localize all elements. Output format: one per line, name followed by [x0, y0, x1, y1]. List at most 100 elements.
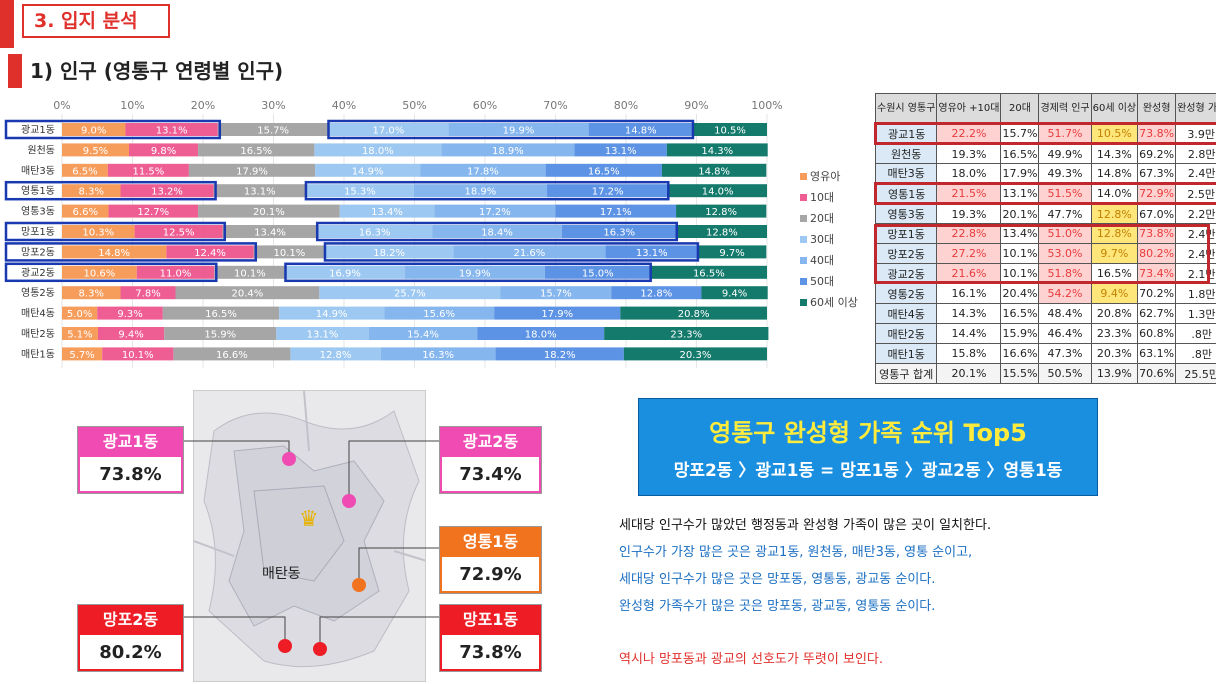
bar-segment — [315, 163, 421, 177]
table-cell: 19.3% — [936, 203, 1002, 224]
segment-value-label: 13.1% — [605, 146, 637, 157]
segment-value-label: 9.4% — [722, 289, 747, 300]
segment-value-label: 13.1% — [307, 330, 339, 341]
table-row: 매탄4동 14.3% 16.5% 48.4% 20.8% 62.7% 1.3만 — [874, 303, 1216, 324]
bar-segment — [668, 184, 767, 198]
table-cell: 51.5% — [1038, 182, 1092, 205]
highlight-box-youth — [4, 180, 217, 201]
segment-value-label: 18.0% — [525, 330, 557, 341]
table-cell: 22.8% — [936, 223, 1002, 244]
table-cell: 14.8% — [1090, 163, 1139, 184]
table-cell: 46.4% — [1038, 323, 1092, 344]
table-cell: 20.3% — [1090, 343, 1139, 364]
segment-value-label: 11.0% — [160, 268, 192, 279]
card-yeongtong1: 영통1동 72.9% — [439, 526, 542, 594]
table-cell: 13.1% — [1000, 182, 1040, 205]
bar-segment — [62, 245, 167, 259]
bar-segment — [62, 184, 121, 198]
bar-segment — [432, 225, 562, 238]
table-row-label: 원천동 — [874, 143, 938, 164]
segment-value-label: 5.1% — [67, 330, 92, 341]
bar-segment — [125, 123, 218, 136]
row-label: 망포1동 — [21, 226, 55, 238]
legend-swatch — [800, 215, 807, 222]
segment-value-label: 18.4% — [481, 228, 513, 239]
table-row-label: 매탄4동 — [874, 303, 938, 324]
segment-value-label: 23.3% — [670, 330, 702, 341]
bar-segment — [676, 225, 767, 238]
segment-value-label: 8.3% — [79, 187, 104, 198]
table-header-cell: 20대 — [1000, 93, 1040, 124]
top5-banner: 영통구 완성형 가족 순위 Top5 망포2동 〉광교1동 = 망포1동 〉광교… — [638, 398, 1098, 496]
table-cell: 16.5% — [1000, 143, 1040, 164]
bar-segment — [441, 143, 575, 157]
legend-label: 40대 — [810, 254, 835, 267]
table-cell: 10.1% — [1000, 243, 1040, 264]
table-header-cell: 완성형 가족 — [1175, 93, 1216, 124]
segment-value-label: 16.6% — [216, 350, 248, 361]
segment-value-label: 13.4% — [371, 207, 403, 218]
segment-value-label: 16.5% — [693, 268, 725, 279]
segment-value-label: 17.0% — [373, 126, 405, 137]
table-cell: 21.6% — [936, 263, 1002, 284]
table-cell: 73.4% — [1137, 263, 1177, 284]
bar-segment — [285, 265, 405, 279]
bar-segment — [136, 265, 215, 279]
segment-value-label: 18.2% — [373, 248, 405, 259]
segment-value-label: 18.9% — [492, 146, 524, 157]
segment-value-label: 5.0% — [67, 309, 92, 320]
table-cell: 19.3% — [936, 143, 1002, 164]
highlight-box-adult — [327, 119, 695, 140]
legend-swatch — [800, 299, 807, 306]
table-cell: 12.8% — [1090, 203, 1139, 224]
segment-value-label: 20.3% — [680, 350, 712, 361]
table-cell: 51.7% — [1038, 122, 1092, 145]
card-value: 73.8% — [440, 635, 541, 671]
table-cell: 2.1만 — [1175, 263, 1216, 284]
table-cell: 18.0% — [936, 163, 1002, 184]
bar-segment — [434, 204, 556, 218]
bar-segment — [697, 245, 767, 259]
segment-value-label: 20.4% — [232, 289, 264, 300]
analysis-notes: 세대당 인구수가 많았던 행정동과 완성형 가족이 많은 곳이 일치한다. 인구… — [619, 512, 991, 620]
bar-segment — [62, 225, 135, 238]
highlight-box-adult — [304, 180, 670, 201]
table-cell: 14.0% — [1090, 182, 1139, 205]
table-row-label: 영통1동 — [873, 182, 938, 205]
chart-legend: 영유아 10대 20대 30대 40대 50대 60세 이상 — [800, 166, 858, 313]
segment-value-label: 11.5% — [132, 166, 164, 177]
segment-value-label: 14.9% — [352, 166, 384, 177]
table-row-label: 광교1동 — [873, 122, 938, 145]
bar-segment — [620, 306, 767, 320]
segment-value-label: 16.5% — [240, 146, 272, 157]
bar-segment — [692, 123, 767, 136]
segment-value-label: 8.3% — [79, 289, 104, 300]
legend-item: 영유아 — [800, 166, 858, 187]
x-tick-label: 10% — [120, 99, 144, 112]
segment-value-label: 17.1% — [600, 207, 632, 218]
bar-segment — [217, 123, 329, 136]
table-cell: 47.3% — [1038, 343, 1092, 364]
segment-value-label: 17.9% — [541, 309, 573, 320]
highlight-box-youth — [4, 242, 258, 262]
bar-segment — [188, 163, 316, 177]
bar-segment — [198, 204, 340, 218]
bar-segment — [108, 204, 199, 218]
bar-segment — [666, 143, 768, 157]
table-cell: 23.3% — [1090, 323, 1139, 344]
bar-segment — [62, 286, 121, 300]
table-row-label: 영통3동 — [874, 203, 938, 224]
segment-value-label: 9.7% — [719, 248, 744, 259]
table-cell: 12.8% — [1090, 223, 1139, 244]
segment-value-label: 10.3% — [82, 228, 114, 239]
highlight-box-youth — [4, 119, 222, 140]
bar-segment — [166, 245, 254, 259]
bar-segment — [62, 204, 109, 218]
bar-segment — [650, 265, 767, 279]
table-row: 원천동 19.3% 16.5% 49.9% 14.3% 69.2% 2.8만 — [874, 143, 1216, 164]
table-cell: 9.7% — [1090, 243, 1139, 264]
bar-segment — [380, 347, 496, 361]
conclusion-text: 역시나 망포동과 광교의 선호도가 뚜렷이 보인다. — [619, 652, 883, 667]
segment-value-label: 18.2% — [544, 350, 576, 361]
